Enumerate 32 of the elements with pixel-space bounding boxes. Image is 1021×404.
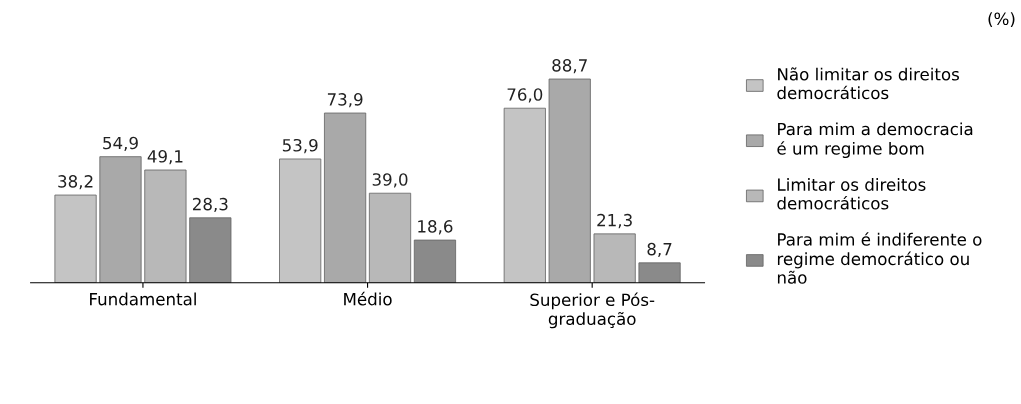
- data-label: 38,2: [58, 175, 93, 190]
- bar: [99, 156, 142, 283]
- bar: [368, 192, 412, 283]
- data-label: 54,9: [103, 136, 138, 151]
- bar: [548, 78, 591, 283]
- bar: [54, 194, 97, 283]
- data-label: 39,0: [372, 173, 408, 188]
- legend-label: Para mim é indiferente o regime democrático ou não: [777, 232, 982, 284]
- bar: [638, 262, 681, 283]
- bar: [503, 107, 546, 283]
- legend-label: Limitar os direitos democráticos: [777, 178, 926, 210]
- data-label: 53,9: [282, 138, 318, 154]
- data-label: 76,0: [507, 88, 543, 103]
- data-label: 73,9: [327, 93, 363, 108]
- data-label: 18,6: [418, 220, 453, 235]
- data-label: 21,3: [597, 213, 632, 229]
- bar: [593, 233, 636, 283]
- bar: [144, 169, 187, 283]
- legend-label: Para mim a democracia é um regime bom: [777, 122, 973, 159]
- bar: [189, 217, 232, 283]
- data-label: 88,7: [552, 59, 587, 74]
- bar: [279, 158, 322, 283]
- x-tick-label: Médio: [344, 291, 392, 306]
- legend-label: Não limitar os direitos democráticos: [777, 67, 959, 100]
- bar: [413, 239, 457, 283]
- data-label: 8,7: [647, 242, 672, 258]
- bar: [324, 112, 367, 283]
- data-label: 28,3: [192, 197, 228, 213]
- data-label: 49,1: [147, 150, 183, 165]
- x-tick-label: Superior e Pós- graduação: [530, 292, 655, 329]
- x-tick-label: Fundamental: [90, 292, 196, 306]
- text: (%): [988, 12, 1015, 27]
